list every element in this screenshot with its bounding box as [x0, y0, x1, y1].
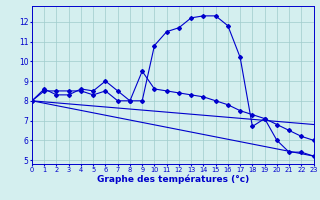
X-axis label: Graphe des températures (°c): Graphe des températures (°c) [97, 175, 249, 184]
